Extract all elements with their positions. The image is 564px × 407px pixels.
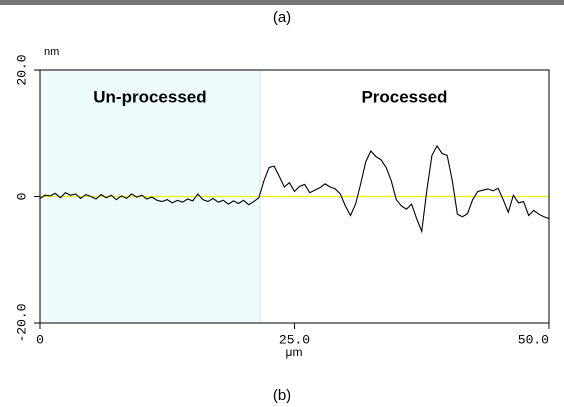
region-label: Processed xyxy=(361,87,447,106)
y-tick-label: 0 xyxy=(14,193,29,201)
micrograph-strip xyxy=(0,0,564,5)
x-tick-label: 0 xyxy=(36,332,44,347)
panel-caption: (a) xyxy=(273,9,291,26)
x-tick-label: 25.0 xyxy=(279,332,310,347)
y-tick-label: -20.0 xyxy=(14,303,29,342)
y-tick-label: 20.0 xyxy=(14,54,29,85)
figure: (a) (b) nm μm Un-processedProcessed-20.0… xyxy=(0,0,564,407)
y-unit-label: nm xyxy=(44,46,59,58)
page: {"chart_data": {"type": "line", "y_unit_… xyxy=(0,0,564,407)
panel-caption: (b) xyxy=(273,387,291,404)
region-label: Un-processed xyxy=(93,87,206,106)
x-tick-label: 50.0 xyxy=(518,332,549,347)
